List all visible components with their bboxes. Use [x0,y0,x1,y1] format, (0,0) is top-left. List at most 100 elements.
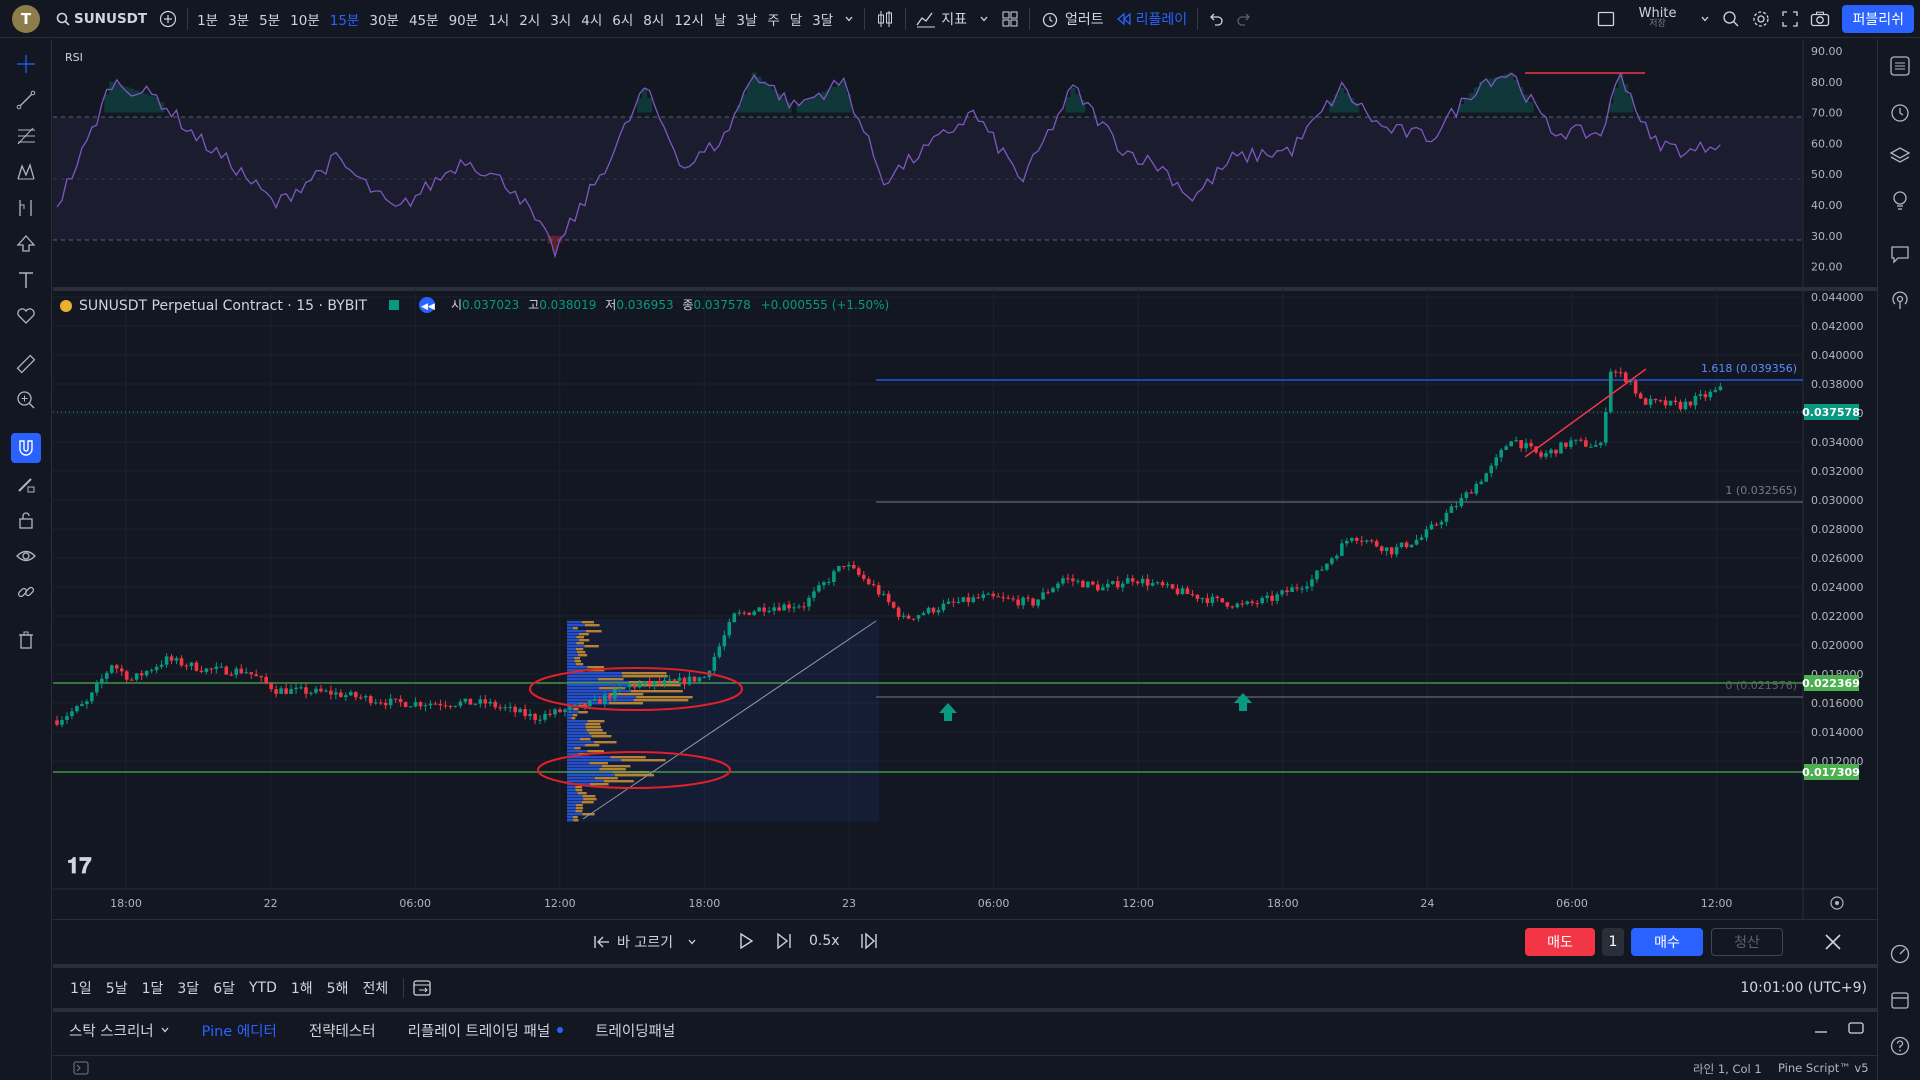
timezone-clock[interactable]: 10:01:00 (UTC+9) [1740,980,1867,996]
watchlist-button[interactable] [1885,51,1915,81]
step-forward-button[interactable] [774,931,794,955]
layout-name-button[interactable]: White 저장 [1621,0,1695,38]
range-1[interactable]: 5날 [105,981,128,997]
highlight-ellipse-lower[interactable] [537,751,731,789]
compare-button[interactable] [153,0,183,38]
user-avatar[interactable]: T [12,4,40,33]
jump-to-realtime-button[interactable] [859,931,879,955]
timeframe-0[interactable]: 1분 [197,12,219,29]
timeframe-8[interactable]: 1시 [488,12,510,29]
calendar-button[interactable] [1885,985,1915,1015]
prediction-tool[interactable] [11,193,41,223]
undo-button[interactable] [1202,0,1230,38]
timeframe-10[interactable]: 3시 [550,12,572,29]
range-2[interactable]: 1달 [141,981,164,997]
object-tree-button[interactable] [1885,141,1915,171]
timeframe-3[interactable]: 10분 [290,12,320,29]
crosshair-tool[interactable] [11,49,41,79]
range-0[interactable]: 1일 [70,981,92,997]
chart-area[interactable]: RSI 90.00 80.00 70.00 60.00 50.00 40.00 30.00 2… [53,39,1877,919]
tab-strategy-tester[interactable]: 전략테스터 [308,1023,376,1040]
legend-title[interactable]: SUNUSDT Perpetual Contract · 15 · BYBIT [79,298,367,314]
quick-search-button[interactable] [1716,0,1746,38]
shapes-tool[interactable] [11,229,41,259]
range-5[interactable]: YTD [248,980,277,996]
price-axis[interactable]: 0.0440000.0420000.0400000.0380000.036000… [1811,291,1864,768]
symbol-search[interactable]: SUNUSDT [50,0,153,38]
timeframe-6[interactable]: 45분 [408,12,439,29]
publish-button[interactable]: 퍼블리쉬 [1836,0,1920,38]
indicators-dropdown[interactable] [973,0,995,38]
tradingview-logo[interactable]: 𝟏𝟕 [67,854,92,879]
layout-grid-button[interactable] [995,0,1025,38]
range-3[interactable]: 3달 [177,981,200,997]
time-axis[interactable]: 18:00 22 06:00 12:00 18:00 23 06:00 12:00 18:00 2… [110,897,1732,910]
redo-button[interactable] [1230,0,1258,38]
snapshot-button[interactable] [1804,0,1836,38]
layout-dropdown[interactable] [1694,0,1716,38]
alert-button[interactable]: 얼러트 [1034,0,1110,38]
range-7[interactable]: 5해 [326,981,349,997]
pattern-tool[interactable] [11,157,41,187]
volume-profile-range[interactable] [567,619,879,822]
timeframe-13[interactable]: 8시 [643,12,665,29]
close-replay-button[interactable] [1823,932,1843,956]
replay-mode-icon[interactable] [419,297,435,313]
indicators-button[interactable]: 지표 [910,0,973,38]
sync-drawings-tool[interactable] [11,577,41,607]
range-4[interactable]: 6달 [213,981,235,997]
remove-drawings-tool[interactable] [11,625,41,655]
tab-replay-trading-panel[interactable]: 리플레이 트레이딩 패널 [392,1020,580,1041]
highlight-ellipse-upper[interactable] [529,667,743,711]
dom-button[interactable] [1885,939,1915,969]
timeframe-16[interactable]: 3날 [736,12,758,29]
tab-trading-panel[interactable]: 트레이딩패널 [595,1023,676,1040]
zoom-tool[interactable] [11,385,41,415]
timeframe-12[interactable]: 6시 [612,12,634,29]
fib-tool[interactable] [11,121,41,151]
timeframe-19[interactable]: 3달 [812,12,834,29]
streams-button[interactable] [1885,285,1915,315]
ideas-button[interactable] [1885,185,1915,215]
timeframe-14[interactable]: 12시 [674,12,704,29]
text-tool[interactable] [11,265,41,295]
favorites-tool[interactable] [11,301,41,331]
magnet-tool[interactable] [11,433,41,463]
replay-button[interactable]: 리플레이 [1110,0,1194,38]
single-layout-button[interactable] [1591,0,1621,38]
minimize-panel-button[interactable] [1801,1020,1841,1040]
up-arrow-marker[interactable] [939,703,957,721]
stay-drawing-tool[interactable] [11,469,41,499]
tab-pine-editor[interactable]: Pine 에디터 [201,1023,277,1040]
settings-button[interactable] [1746,0,1776,38]
hide-drawings-tool[interactable] [11,541,41,571]
maximize-panel-button[interactable] [1841,1020,1877,1040]
lock-drawings-tool[interactable] [11,505,41,535]
trend-line[interactable] [582,620,877,820]
divergence-trend-line[interactable] [1524,368,1647,458]
buy-button[interactable]: 매수 [1631,928,1703,956]
fullscreen-button[interactable] [1776,0,1804,38]
timeframe-4[interactable]: 15분 [329,12,360,29]
trend-line-tool[interactable] [11,85,41,115]
timeframe-18[interactable]: 달 [789,12,803,29]
timeframe-11[interactable]: 4시 [581,12,603,29]
ruler-tool[interactable] [11,349,41,379]
axis-settings-button[interactable] [1830,896,1844,910]
console-toggle-button[interactable] [73,1061,89,1078]
timeframe-5[interactable]: 30분 [369,12,399,29]
timeframe-dropdown[interactable] [838,0,860,38]
timeframe-2[interactable]: 5분 [259,12,281,29]
select-bar-button[interactable]: 바 고르기 [593,920,697,964]
tab-stock-screener[interactable]: 스탁 스크리너 [53,1020,186,1041]
speed-button[interactable]: 0.5x [809,933,840,949]
up-arrow-marker[interactable] [1234,693,1252,711]
timeframe-9[interactable]: 2시 [519,12,541,29]
quantity-field[interactable]: 1 [1602,928,1624,956]
chart-type-button[interactable] [869,0,901,38]
play-button[interactable] [736,931,756,955]
timeframe-17[interactable]: 주 [767,12,780,29]
market-status-icon[interactable] [389,300,399,310]
sell-button[interactable]: 매도 [1525,928,1595,956]
timeframe-7[interactable]: 90분 [448,12,479,29]
